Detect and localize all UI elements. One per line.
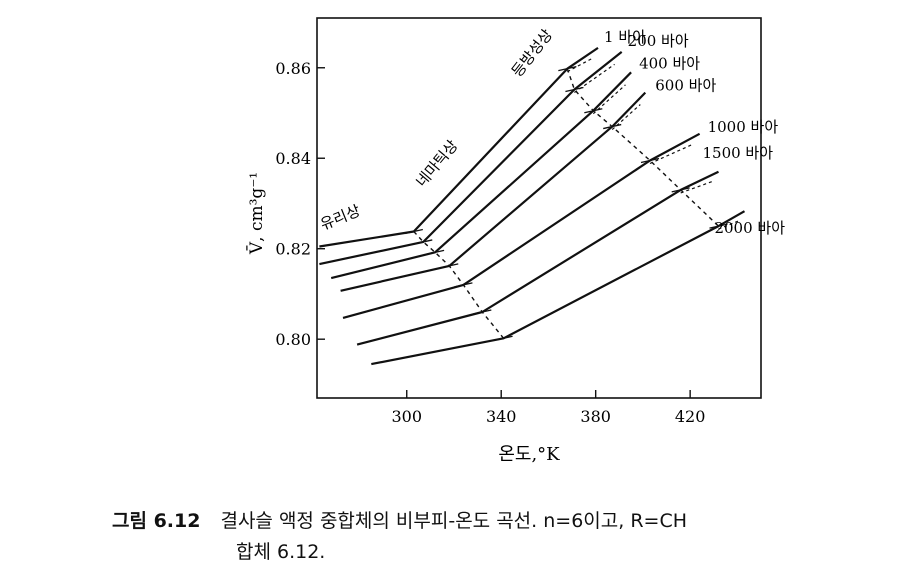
isotropic-transition-line bbox=[566, 68, 719, 227]
x-axis-label: 온도,°K bbox=[498, 444, 560, 465]
caption-line-1: 결사슬 액정 중합체의 비부피-온도 곡선. n=6이고, R=CH bbox=[220, 510, 688, 532]
transition-mark bbox=[558, 66, 577, 72]
series-label: 400 바아 bbox=[639, 54, 700, 72]
y-axis-label: V̄, cm³g⁻¹ bbox=[245, 172, 267, 255]
phase-label-isotropic: 등방성상 bbox=[508, 26, 556, 81]
phase-label-glass: 유리상 bbox=[318, 201, 363, 233]
series-label: 600 바아 bbox=[655, 77, 716, 95]
y-tick-label: 0.82 bbox=[275, 240, 311, 259]
series-line bbox=[340, 91, 647, 292]
series-label: 1500 바아 bbox=[702, 144, 773, 162]
series-extrapolation bbox=[649, 144, 693, 165]
x-tick-label: 300 bbox=[391, 407, 422, 426]
series-extrapolation bbox=[567, 57, 594, 73]
phase-label-nematic: 네마틱상 bbox=[412, 137, 461, 191]
plot-frame bbox=[316, 17, 762, 399]
series-label: 2000 바아 bbox=[714, 219, 785, 237]
y-tick-label: 0.84 bbox=[275, 149, 311, 168]
series-line bbox=[319, 51, 623, 266]
series-line bbox=[330, 71, 632, 280]
transition-mark bbox=[709, 223, 728, 229]
series-label: 1 바아 bbox=[604, 28, 646, 46]
y-tick-label: 0.86 bbox=[275, 59, 311, 78]
figure-caption: 그림 6.12 결사슬 액정 중합체의 비부피-온도 곡선. n=6이고, R=C… bbox=[112, 506, 687, 568]
y-tick-label: 0.80 bbox=[275, 330, 311, 349]
series-label: 1000 바아 bbox=[708, 118, 779, 136]
x-tick-label: 420 bbox=[675, 407, 706, 426]
figure-number: 그림 6.12 bbox=[112, 510, 201, 532]
transition-mark bbox=[565, 86, 584, 93]
x-tick-label: 340 bbox=[486, 407, 517, 426]
transition-mark bbox=[414, 239, 433, 245]
series-label: 200 바아 bbox=[628, 32, 689, 50]
caption-line-2: 합체 6.12. bbox=[236, 541, 326, 563]
chart-plot: 300 340 380 420 0.80 0.82 0.84 0.86 온도,°K V̄, cm³… bbox=[245, 17, 785, 465]
series-extrapolation bbox=[718, 219, 741, 230]
series-line bbox=[342, 132, 701, 319]
x-tick-label: 380 bbox=[580, 407, 611, 426]
series-line bbox=[356, 170, 719, 346]
series-line bbox=[319, 46, 599, 248]
transition-mark bbox=[425, 249, 445, 255]
series-line bbox=[371, 210, 746, 366]
transition-mark bbox=[640, 157, 660, 164]
glass-transition-line bbox=[413, 231, 505, 339]
